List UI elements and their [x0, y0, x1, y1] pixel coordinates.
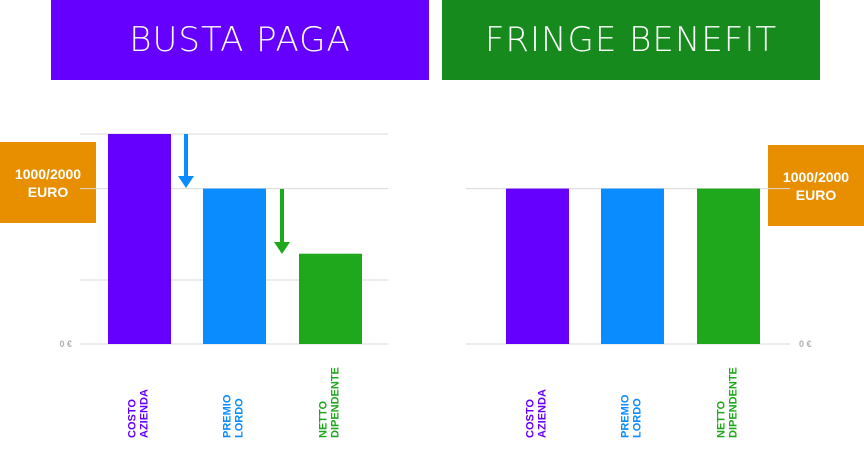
category-label-2-3-1: NETTO [716, 400, 728, 438]
amount-box-left-line-1: 1000/2000 [14, 165, 82, 182]
amount-box-left: 1000/2000 EURO [0, 142, 96, 223]
arrow-head-2 [274, 242, 290, 254]
category-label-1-2-1: PREMIO [222, 394, 234, 438]
bar-2-1 [506, 188, 569, 344]
amount-box-right-line-1: 1000/2000 [782, 168, 850, 185]
category-label-2-3-2: DIPENDENTE [728, 367, 740, 438]
category-label-1-1-1: COSTO [127, 399, 139, 438]
bar-1-3 [299, 253, 362, 344]
category-label-1-3-1: NETTO [318, 400, 330, 438]
category-label-1-2-2: LORDO [234, 398, 246, 438]
bar-1-2 [203, 188, 266, 344]
bar-2-3 [697, 188, 760, 344]
category-label-2-2-2: LORDO [632, 398, 644, 438]
category-label-2-1-1: COSTO [525, 399, 537, 438]
amount-box-right-line-2: EURO [795, 186, 837, 203]
amount-box-right: 1000/2000 EURO [768, 145, 864, 226]
zero-tick-label-1: 0 € [59, 339, 72, 349]
arrow-head-1 [178, 176, 194, 188]
category-label-2-2-1: PREMIO [620, 394, 632, 438]
bar-1-1 [108, 134, 171, 344]
bar-2-2 [601, 188, 664, 344]
category-label-2-1-2: AZIENDA [537, 389, 549, 438]
category-label-1-3-2: DIPENDENTE [330, 367, 342, 438]
amount-box-left-line-2: EURO [27, 183, 69, 200]
category-label-1-1-2: AZIENDA [139, 389, 151, 438]
zero-tick-label-2: 0 € [799, 339, 812, 349]
busta-paga-title: BUSTA PAGA [51, 0, 429, 80]
fringe-benefit-title: FRINGE BENEFIT [442, 0, 820, 80]
